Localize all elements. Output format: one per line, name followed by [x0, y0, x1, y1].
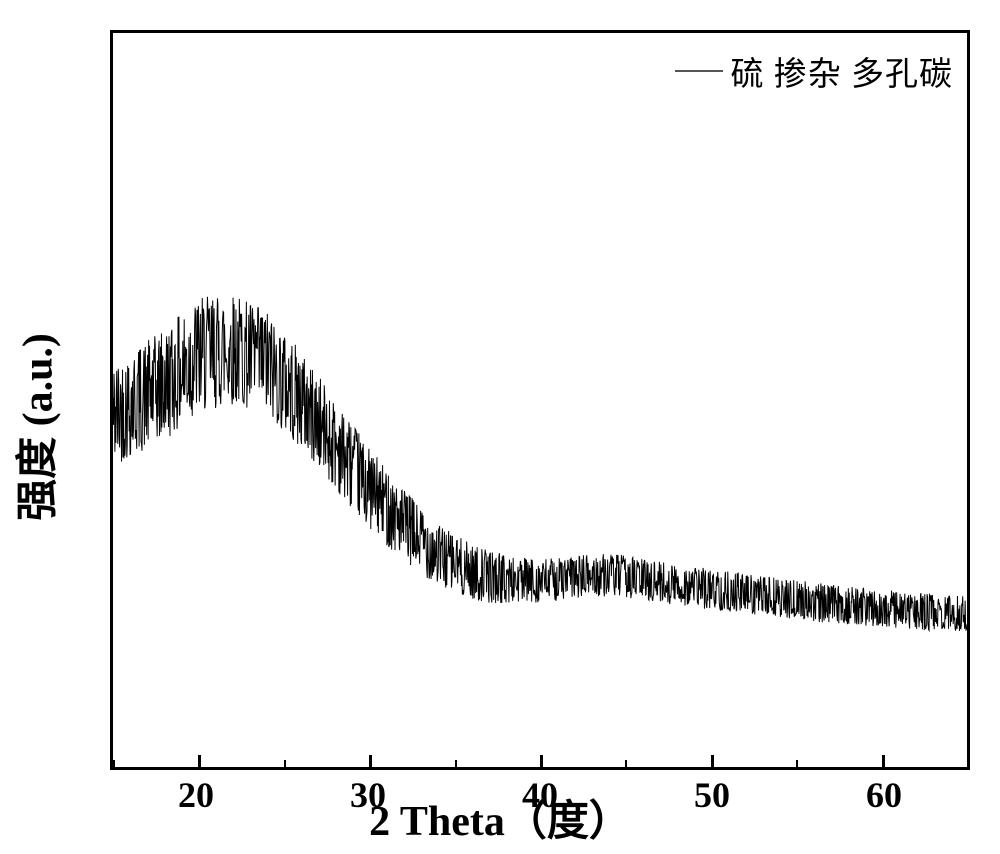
xtick-label: 20 — [178, 774, 214, 816]
xtick-label: 50 — [694, 774, 730, 816]
xtick-label: 60 — [866, 774, 902, 816]
xrd-chart — [113, 33, 967, 767]
xtick-minor — [967, 760, 969, 767]
xtick-minor — [113, 760, 115, 767]
plot-container: 硫 掺杂 多孔碳 2030405060 — [110, 30, 970, 770]
ylabel: 强度 (a.u.) — [4, 333, 65, 521]
plot-area: 硫 掺杂 多孔碳 — [110, 30, 970, 770]
legend-line-icon — [675, 70, 723, 72]
xlabel: 2 Theta（度） — [369, 787, 631, 848]
xtick-major — [882, 755, 885, 767]
xtick-major — [369, 755, 372, 767]
xtick-minor — [625, 760, 627, 767]
legend: 硫 掺杂 多孔碳 — [675, 47, 954, 95]
xtick-minor — [796, 760, 798, 767]
legend-label: 硫 掺杂 多孔碳 — [731, 47, 954, 95]
xtick-minor — [455, 760, 457, 767]
xtick-major — [198, 755, 201, 767]
xtick-major — [711, 755, 714, 767]
xtick-minor — [284, 760, 286, 767]
xtick-major — [540, 755, 543, 767]
